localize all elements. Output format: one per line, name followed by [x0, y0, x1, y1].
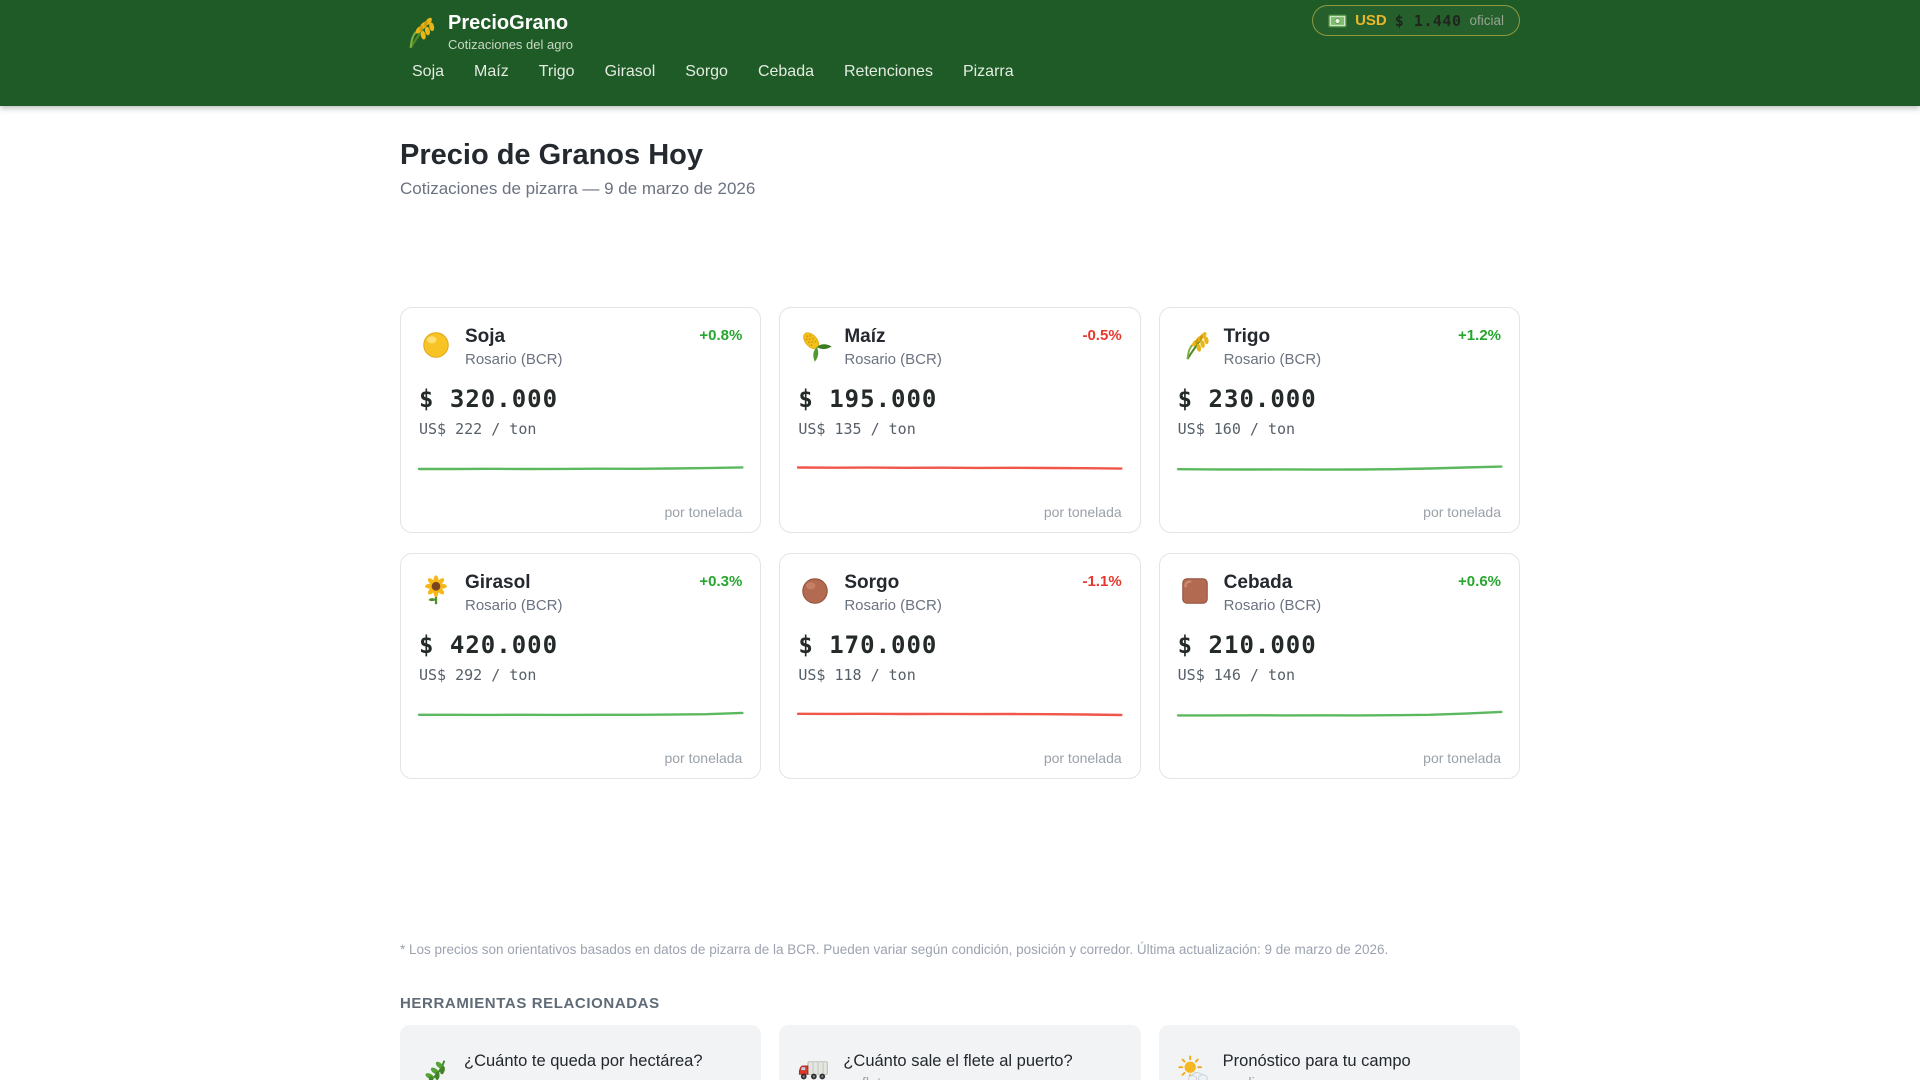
- prices-disclaimer: * Los precios son orientativos basados e…: [400, 942, 1389, 957]
- price-ars: $ 210.000: [1177, 631, 1317, 659]
- crop-name: Girasol: [465, 572, 531, 593]
- price-ars: $ 230.000: [1177, 385, 1317, 413]
- crop-exchange: Rosario (BCR): [844, 597, 942, 614]
- herb-icon: [418, 1055, 450, 1080]
- price-usd: US$ 222 / ton: [419, 420, 537, 438]
- sorgo-icon: [798, 574, 832, 608]
- per-unit-label: por tonelada: [1423, 750, 1501, 766]
- page-subtitle: Cotizaciones de pizarra — 9 de marzo de …: [400, 179, 756, 198]
- change-percent: +1.2%: [1458, 327, 1501, 344]
- crop-exchange: Rosario (BCR): [1223, 351, 1322, 368]
- crop-name: Maíz: [844, 326, 886, 347]
- money-banknote-icon: [1328, 14, 1347, 28]
- price-card-maiz: Maíz Rosario (BCR) -0.5% $ 195.000 US$ 1…: [779, 307, 1141, 533]
- price-sparkline: [1176, 710, 1503, 717]
- change-percent: -0.5%: [1082, 327, 1122, 344]
- per-unit-label: por tonelada: [1043, 504, 1122, 520]
- badge-currency: USD: [1355, 12, 1387, 29]
- price-ars: $ 170.000: [798, 631, 938, 659]
- price-usd: US$ 292 / ton: [419, 666, 537, 684]
- nav-item-pizarra[interactable]: Pizarra: [962, 63, 1014, 80]
- wheat-logo-icon: [400, 13, 438, 51]
- nav-item-girasol[interactable]: Girasol: [604, 63, 656, 80]
- tool-title: Pronóstico para tu campo: [1222, 1051, 1411, 1070]
- price-card-cebada: Cebada Rosario (BCR) +0.6% $ 210.000 US$…: [1158, 553, 1520, 779]
- price-card-sorgo: Sorgo Rosario (BCR) -1.1% $ 170.000 US$ …: [779, 553, 1141, 779]
- price-card-trigo: Trigo Rosario (BCR) +1.2% $ 230.000 US$ …: [1158, 307, 1520, 533]
- nav-item-maiz[interactable]: Maíz: [474, 63, 509, 80]
- badge-value: $ 1.440: [1394, 11, 1462, 30]
- price-sparkline: [797, 712, 1123, 717]
- tool-title: ¿Cuánto te queda por hectárea?: [464, 1051, 703, 1070]
- price-sparkline: [417, 711, 744, 717]
- dollar-rate-badge: USD $ 1.440 oficial: [1312, 5, 1520, 36]
- app-header: PrecioGrano Cotizaciones del agro USD $ …: [0, 0, 1920, 106]
- page-title: Precio de Granos Hoy: [400, 139, 703, 171]
- price-cards-grid: Soja Rosario (BCR) +0.8% $ 320.000 US$ 2…: [400, 307, 1520, 779]
- per-unit-label: por tonelada: [664, 504, 743, 520]
- price-usd: US$ 160 / ton: [1177, 420, 1296, 438]
- nav-item-trigo[interactable]: Trigo: [538, 63, 575, 80]
- price-usd: US$ 118 / ton: [798, 666, 916, 684]
- badge-tag: oficial: [1469, 13, 1504, 28]
- maiz-icon: [798, 328, 832, 362]
- price-sparkline: [797, 466, 1123, 470]
- price-card-soja: Soja Rosario (BCR) +0.8% $ 320.000 US$ 2…: [400, 307, 762, 533]
- soja-icon: [419, 328, 453, 362]
- nav-item-soja[interactable]: Soja: [412, 63, 445, 80]
- price-ars: $ 420.000: [419, 631, 559, 659]
- crop-name: Soja: [465, 326, 506, 347]
- nav-item-retenciones[interactable]: Retenciones: [844, 63, 933, 80]
- tool-title: ¿Cuánto sale el flete al puerto?: [843, 1051, 1073, 1070]
- crop-exchange: Rosario (BCR): [465, 351, 563, 368]
- tool-link[interactable]: → margencampo.com.ar: [464, 1076, 703, 1080]
- change-percent: +0.8%: [699, 327, 743, 344]
- truck-icon: [797, 1055, 829, 1080]
- price-sparkline: [417, 466, 744, 471]
- change-percent: +0.3%: [699, 573, 743, 590]
- price-usd: US$ 135 / ton: [798, 420, 916, 438]
- per-unit-label: por tonelada: [1043, 750, 1122, 766]
- change-percent: +0.6%: [1458, 573, 1501, 590]
- change-percent: -1.1%: [1082, 573, 1122, 590]
- nav-item-cebada[interactable]: Cebada: [757, 63, 814, 80]
- main-nav: Soja Maíz Trigo Girasol Sorgo Cebada Ret…: [400, 63, 1520, 81]
- sun-cloud-icon: [1177, 1055, 1209, 1080]
- cebada-icon: [1178, 574, 1212, 608]
- crop-exchange: Rosario (BCR): [465, 597, 563, 614]
- crop-name: Sorgo: [844, 572, 900, 593]
- per-unit-label: por tonelada: [1423, 504, 1501, 520]
- tool-card-clima[interactable]: Pronóstico para tu campo → climaagro.com…: [1158, 1025, 1520, 1080]
- nav-item-sorgo[interactable]: Sorgo: [685, 63, 728, 80]
- tools-section-heading: HERRAMIENTAS RELACIONADAS: [400, 995, 660, 1012]
- tool-link[interactable]: → fletegrano.com.ar: [843, 1076, 1072, 1080]
- price-ars: $ 320.000: [419, 385, 559, 413]
- brand-title: PrecioGrano: [448, 12, 569, 34]
- price-usd: US$ 146 / ton: [1177, 666, 1296, 684]
- crop-exchange: Rosario (BCR): [1223, 597, 1322, 614]
- price-card-girasol: Girasol Rosario (BCR) +0.3% $ 420.000 US…: [400, 553, 762, 779]
- crop-exchange: Rosario (BCR): [844, 351, 942, 368]
- price-sparkline: [1176, 465, 1503, 471]
- brand: PrecioGrano Cotizaciones del agro: [400, 12, 1520, 52]
- girasol-icon: [419, 574, 453, 608]
- per-unit-label: por tonelada: [664, 750, 743, 766]
- tools-grid: ¿Cuánto te queda por hectárea? → margenc…: [400, 1025, 1520, 1080]
- crop-name: Cebada: [1223, 572, 1293, 593]
- crop-name: Trigo: [1223, 326, 1271, 347]
- brand-subtitle: Cotizaciones del agro: [448, 37, 574, 52]
- trigo-icon: [1178, 328, 1212, 362]
- main-content: Precio de Granos Hoy Cotizaciones de piz…: [400, 138, 1520, 1080]
- price-ars: $ 195.000: [798, 385, 938, 413]
- tool-link[interactable]: → climaagro.com.ar: [1223, 1076, 1411, 1080]
- tool-card-margen[interactable]: ¿Cuánto te queda por hectárea? → margenc…: [400, 1025, 762, 1080]
- tool-card-flete[interactable]: ¿Cuánto sale el flete al puerto? → flete…: [779, 1025, 1141, 1080]
